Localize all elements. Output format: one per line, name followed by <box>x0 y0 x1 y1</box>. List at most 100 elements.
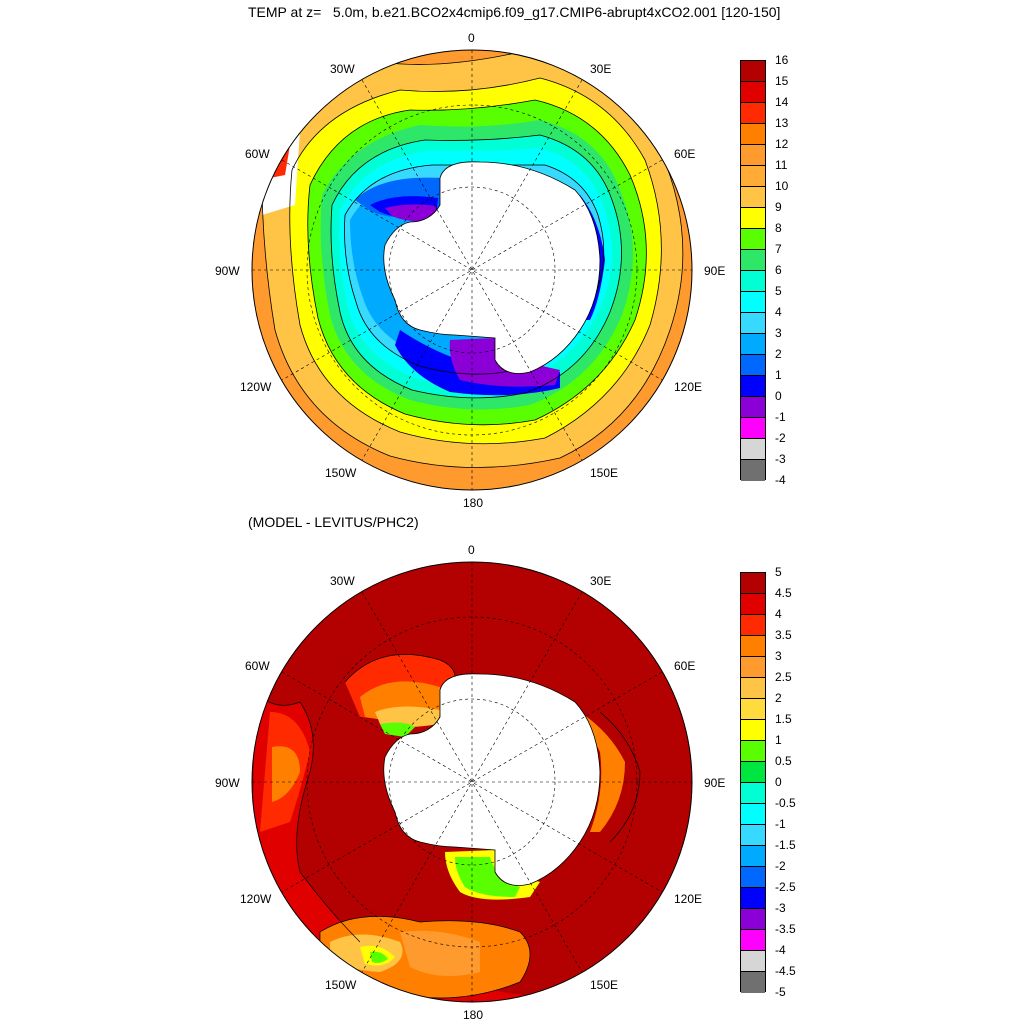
colorbar-swatch <box>741 636 765 657</box>
colorbar-swatch <box>741 292 765 313</box>
colorbar-swatch <box>741 271 765 292</box>
colorbar-tick-label: 0 <box>775 389 782 403</box>
colorbar-tick-label: -3.5 <box>775 922 796 936</box>
colorbar-swatch <box>741 867 765 888</box>
lon-label-30w-b: 30W <box>330 574 355 588</box>
temperature-map <box>251 49 693 491</box>
colorbar-tick-label: 3 <box>775 649 782 663</box>
colorbar-bottom <box>740 572 766 993</box>
lon-label-120e: 120E <box>674 380 703 394</box>
antarctica-land <box>383 161 601 374</box>
colorbar-swatch <box>741 930 765 951</box>
colorbar-tick-label: 9 <box>775 200 782 214</box>
colorbar-tick-label: 13 <box>775 116 789 130</box>
east-antarctic-anomaly <box>580 712 625 832</box>
lon-label-30e-b: 30E <box>590 574 612 588</box>
colorbar-tick-label: 14 <box>775 95 789 109</box>
west-pacific-anomaly <box>252 692 560 1002</box>
lon-label-30w: 30W <box>330 62 355 76</box>
lon-label-180-b: 180 <box>463 1008 484 1022</box>
lon-label-90e-b: 90E <box>704 776 726 790</box>
colorbar-tick-label: -1 <box>775 410 786 424</box>
colorbar-swatch <box>741 208 765 229</box>
lon-label-150w-b: 150W <box>325 978 357 992</box>
colorbar-tick-label: -2.5 <box>775 880 796 894</box>
colorbar-tick-label: 1 <box>775 368 782 382</box>
colorbar-tick-label: -1 <box>775 817 786 831</box>
colorbar-tick-label: -0.5 <box>775 796 796 810</box>
colorbar-swatch <box>741 313 765 334</box>
colorbar-swatch <box>741 909 765 930</box>
colorbar-swatch <box>741 145 765 166</box>
colorbar-swatch <box>741 397 765 418</box>
colorbar-tick-label: 12 <box>775 137 789 151</box>
colorbar-swatch <box>741 124 765 145</box>
colorbar-swatch <box>741 972 765 993</box>
colorbar-swatch <box>741 573 765 594</box>
colorbar-swatch <box>741 720 765 741</box>
colorbar-tick-label: 3.5 <box>775 628 792 642</box>
colorbar-tick-label: 2 <box>775 347 782 361</box>
colorbar-tick-label: 4 <box>775 607 782 621</box>
colorbar-swatch <box>741 103 765 124</box>
lon-label-60w-b: 60W <box>245 659 270 673</box>
colorbar-tick-label: 3 <box>775 326 782 340</box>
colorbar-swatch <box>741 418 765 439</box>
colorbar-tick-label: -1.5 <box>775 838 796 852</box>
colorbar-tick-label: -4 <box>775 943 786 957</box>
colorbar-swatch <box>741 762 765 783</box>
colorbar-swatch <box>741 657 765 678</box>
lon-label-90e: 90E <box>704 264 726 278</box>
lon-label-60e-b: 60E <box>674 659 696 673</box>
colorbar-tick-label: -2 <box>775 431 786 445</box>
colorbar-swatch <box>741 804 765 825</box>
graticule-bottom <box>252 562 692 1002</box>
colorbar-swatch <box>741 166 765 187</box>
colorbar-swatch <box>741 846 765 867</box>
colorbar-tick-label: 8 <box>775 221 782 235</box>
temperature-anomaly-map <box>251 561 693 1003</box>
colorbar-tick-label: 1 <box>775 733 782 747</box>
colorbar-swatch <box>741 615 765 636</box>
lon-label-30e: 30E <box>590 62 612 76</box>
colorbar-swatch <box>741 951 765 972</box>
colorbar-tick-label: 0.5 <box>775 754 792 768</box>
colorbar-tick-label: 16 <box>775 53 789 67</box>
colorbar-swatch <box>741 355 765 376</box>
map-title-top: TEMP at z= 5.0m, b.e21.BCO2x4cmip6.f09_g… <box>248 4 781 20</box>
colorbar-swatch <box>741 783 765 804</box>
colorbar-swatch <box>741 187 765 208</box>
colorbar-tick-label: -3 <box>775 901 786 915</box>
weddell-cold-patch <box>385 204 436 222</box>
colorbar-swatch <box>741 334 765 355</box>
lon-label-150e: 150E <box>590 466 619 480</box>
lon-label-150w: 150W <box>325 466 357 480</box>
colorbar-tick-label: 5 <box>775 284 782 298</box>
colorbar-tick-label: 2 <box>775 691 782 705</box>
graticule <box>252 50 692 490</box>
colorbar-tick-label: -5 <box>775 985 786 999</box>
colorbar-tick-label: 0 <box>775 775 782 789</box>
colorbar-swatch <box>741 594 765 615</box>
colorbar-tick-label: 11 <box>775 158 788 172</box>
colorbar-swatch <box>741 825 765 846</box>
colorbar-tick-label: 4.5 <box>775 586 792 600</box>
weddell-green-patch <box>380 722 415 737</box>
colorbar-tick-label: 7 <box>775 242 782 256</box>
colorbar-swatch <box>741 229 765 250</box>
colorbar-swatch <box>741 250 765 271</box>
colorbar-top <box>740 60 766 481</box>
lon-label-60w: 60W <box>245 147 270 161</box>
antarctica-land-bottom <box>383 673 601 886</box>
map-title-bottom: (MODEL - LEVITUS/PHC2) <box>248 514 419 530</box>
lon-label-180: 180 <box>463 496 484 510</box>
colorbar-tick-label: -4 <box>775 473 786 487</box>
colorbar-tick-label: 4 <box>775 305 782 319</box>
colorbar-tick-label: 5 <box>775 565 782 579</box>
colorbar-swatch <box>741 741 765 762</box>
colorbar-swatch <box>741 460 765 481</box>
colorbar-swatch <box>741 82 765 103</box>
colorbar-tick-label: -3 <box>775 452 786 466</box>
colorbar-tick-label: 10 <box>775 179 789 193</box>
lon-label-120w-b: 120W <box>240 892 272 906</box>
